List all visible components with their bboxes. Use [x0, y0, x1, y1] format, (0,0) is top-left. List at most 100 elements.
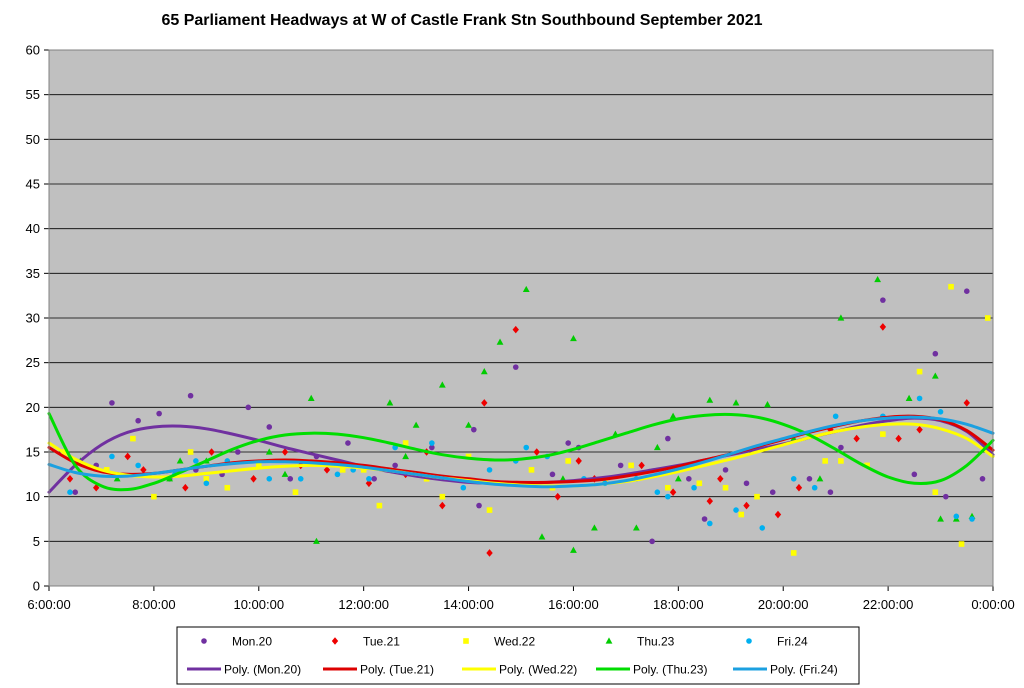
data-point: [281, 448, 289, 456]
data-point: [113, 475, 121, 482]
legend-marker: [331, 637, 339, 645]
data-point: [617, 462, 624, 469]
data-point: [759, 525, 766, 531]
data-point: [628, 462, 634, 469]
data-point: [203, 480, 210, 487]
y-tick-label: 10: [26, 489, 40, 504]
data-point: [208, 448, 215, 456]
data-point: [838, 444, 844, 451]
data-point: [471, 426, 477, 433]
data-point: [932, 350, 939, 357]
data-point: [653, 443, 661, 451]
data-point: [649, 538, 655, 545]
data-point: [575, 457, 582, 465]
legend-label: Poly. (Tue.21): [360, 663, 434, 677]
data-point: [533, 448, 540, 456]
x-axis: 6:00:00 8:00:00 10:00:00 12:00:00 14:00:00 16…: [27, 586, 1015, 612]
data-point: [837, 314, 845, 321]
data-point: [963, 288, 970, 295]
data-point: [874, 275, 882, 283]
data-point: [281, 470, 289, 477]
data-point: [429, 440, 435, 446]
x-tick-label: 18:00:00: [653, 597, 704, 612]
series-wed-22: [61, 283, 991, 556]
y-tick-label: 15: [26, 445, 40, 460]
x-tick-label: 8:00:00: [132, 597, 175, 612]
data-point: [963, 399, 970, 407]
data-point: [979, 476, 986, 482]
y-tick-label: 5: [33, 534, 40, 549]
data-point: [334, 471, 341, 478]
data-point: [932, 489, 939, 495]
data-point: [722, 484, 729, 491]
data-point: [686, 476, 692, 482]
data-point: [376, 502, 383, 509]
data-point: [743, 480, 750, 487]
plot-border: [48, 49, 994, 587]
data-point: [307, 394, 315, 401]
legend-label: Thu.23: [637, 635, 675, 649]
legend-marker: [605, 637, 613, 644]
data-point: [706, 396, 714, 403]
data-point: [140, 466, 147, 474]
data-point: [691, 484, 697, 491]
data-point: [480, 368, 488, 375]
data-point: [266, 424, 273, 430]
data-point: [402, 440, 409, 446]
data-point: [67, 489, 73, 496]
y-tick-label: 45: [26, 177, 40, 192]
legend: Mon.20 Tue.21 Wed.22 Thu.23 Fri.24 Poly. (Mon…: [176, 626, 860, 685]
data-point: [916, 425, 923, 434]
data-point: [937, 409, 944, 415]
data-point: [496, 338, 504, 345]
data-point: [669, 412, 677, 419]
data-point: [722, 467, 729, 473]
data-point: [360, 467, 367, 473]
data-point: [948, 283, 954, 290]
data-point: [365, 479, 373, 488]
data-point: [880, 297, 886, 303]
data-point: [754, 493, 760, 500]
data-point: [795, 483, 803, 492]
chart-title: 65 Parliament Headways at W of Castle Fr…: [161, 12, 762, 29]
data-point: [969, 516, 975, 522]
trendlines: [47, 412, 995, 494]
data-point: [297, 476, 304, 482]
data-point: [135, 462, 141, 469]
data-point: [738, 511, 745, 518]
data-point: [93, 483, 100, 492]
data-point: [187, 449, 194, 455]
data-point: [638, 461, 645, 470]
data-point: [984, 315, 991, 321]
data-point: [156, 410, 162, 417]
data-point: [554, 492, 561, 501]
data-point: [911, 471, 918, 478]
data-point: [931, 372, 939, 379]
data-point: [665, 484, 671, 491]
data-point: [733, 507, 739, 513]
data-point: [109, 400, 115, 406]
data-point: [696, 480, 703, 487]
legend-label: Poly. (Thu.23): [633, 663, 707, 677]
data-point: [570, 334, 577, 342]
data-point: [701, 516, 708, 522]
x-tick-label: 16:00:00: [548, 597, 599, 612]
data-point: [570, 546, 577, 553]
data-point: [654, 489, 661, 496]
series-thu-23: [77, 275, 976, 553]
data-point: [669, 488, 677, 496]
data-point: [193, 458, 199, 464]
data-point: [287, 476, 294, 482]
data-point: [265, 448, 273, 455]
data-point: [880, 431, 886, 437]
data-point: [707, 520, 713, 527]
data-point: [674, 475, 682, 482]
data-point: [460, 484, 467, 491]
data-point: [879, 323, 887, 331]
y-tick-label: 35: [26, 266, 40, 281]
x-tick-label: 14:00:00: [443, 597, 494, 612]
data-point: [486, 507, 493, 513]
data-point: [266, 476, 273, 482]
data-point: [895, 434, 902, 443]
